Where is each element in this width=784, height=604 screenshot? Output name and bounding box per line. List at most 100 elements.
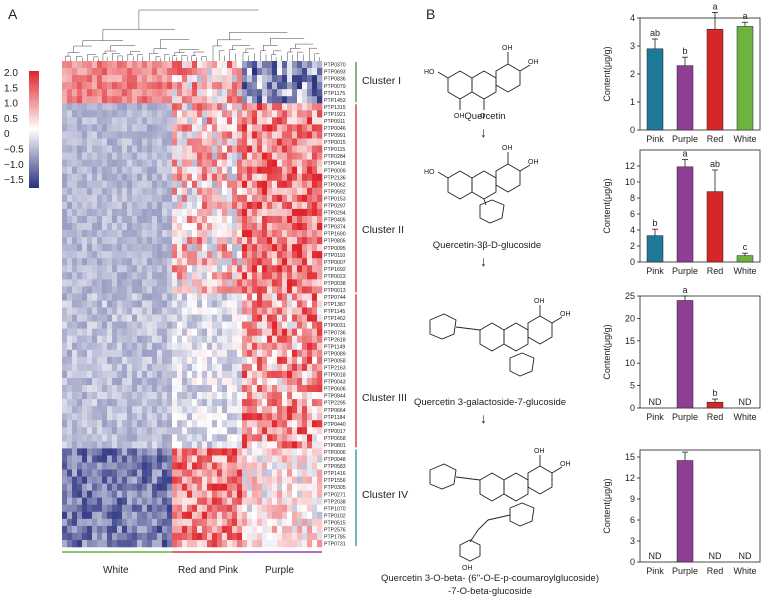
heatmap-cell bbox=[102, 448, 108, 456]
heatmap-cell bbox=[212, 173, 218, 182]
heatmap-cell bbox=[257, 272, 263, 280]
heatmap-cell bbox=[232, 131, 238, 139]
heatmap-cell bbox=[152, 483, 158, 491]
heatmap-cell bbox=[222, 469, 228, 477]
heatmap-cell bbox=[112, 441, 118, 449]
heatmap-cell bbox=[232, 124, 238, 132]
heatmap-cell bbox=[297, 385, 303, 393]
significance-letter: b bbox=[712, 388, 717, 398]
heatmap-cell bbox=[82, 187, 88, 196]
heatmap-cell bbox=[212, 377, 218, 386]
heatmap-cell bbox=[82, 385, 88, 393]
heatmap-cell bbox=[92, 265, 98, 273]
heatmap-cell bbox=[252, 223, 258, 231]
heatmap-cell bbox=[272, 539, 278, 548]
heatmap-cell bbox=[77, 441, 83, 449]
heatmap-cell bbox=[312, 272, 318, 280]
pathway-arrow-3: ↓ bbox=[480, 410, 487, 426]
heatmap-cell bbox=[307, 349, 313, 358]
heatmap-cell bbox=[297, 539, 303, 548]
heatmap-cell bbox=[247, 223, 253, 231]
heatmap-cell bbox=[112, 272, 118, 280]
heatmap-cell bbox=[77, 152, 83, 160]
heatmap-cell bbox=[122, 539, 128, 548]
x-tick-label: White bbox=[733, 566, 756, 576]
heatmap-cell bbox=[72, 420, 78, 428]
heatmap-cell bbox=[132, 399, 138, 407]
heatmap-cell bbox=[167, 525, 173, 534]
heatmap-cell bbox=[262, 307, 268, 315]
heatmap-cell bbox=[87, 145, 93, 153]
heatmap-cell bbox=[137, 61, 143, 69]
heatmap-cell bbox=[177, 504, 183, 513]
heatmap-cell bbox=[157, 490, 163, 498]
heatmap-cell bbox=[247, 525, 253, 534]
heatmap-cell bbox=[127, 258, 133, 266]
heatmap-cell bbox=[317, 342, 323, 351]
heatmap-cell bbox=[252, 300, 258, 308]
heatmap-cell bbox=[62, 201, 68, 210]
heatmap-cell bbox=[232, 279, 238, 287]
heatmap-cell bbox=[302, 413, 308, 421]
heatmap-cell bbox=[107, 525, 113, 534]
bar bbox=[706, 191, 724, 263]
heatmap-cell bbox=[197, 321, 203, 329]
heatmap-cell bbox=[122, 363, 128, 372]
heatmap-cell bbox=[132, 300, 138, 308]
heatmap-cell bbox=[227, 286, 233, 294]
y-tick-label: 20 bbox=[625, 313, 635, 323]
heatmap-cell bbox=[87, 68, 93, 76]
heatmap-cell bbox=[217, 230, 223, 238]
heatmap-cell bbox=[277, 89, 283, 97]
heatmap-cell bbox=[242, 363, 248, 372]
heatmap-cell bbox=[292, 82, 298, 90]
heatmap-cell bbox=[222, 82, 228, 90]
heatmap-cell bbox=[307, 293, 313, 301]
heatmap-cell bbox=[67, 230, 73, 238]
heatmap-cell bbox=[152, 230, 158, 238]
heatmap-cell bbox=[262, 82, 268, 90]
heatmap-cell bbox=[282, 68, 288, 76]
heatmap-cell bbox=[152, 152, 158, 160]
heatmap-cell bbox=[162, 300, 168, 308]
heatmap-cell bbox=[192, 300, 198, 308]
heatmap-cell bbox=[92, 208, 98, 217]
heatmap-cell bbox=[217, 117, 223, 125]
heatmap-cell bbox=[87, 321, 93, 329]
heatmap-cell bbox=[312, 187, 318, 196]
heatmap-cell bbox=[92, 180, 98, 189]
heatmap-cell bbox=[242, 420, 248, 428]
heatmap-cell bbox=[202, 392, 208, 400]
heatmap-cell bbox=[82, 413, 88, 421]
heatmap-cell bbox=[82, 180, 88, 189]
heatmap-cell bbox=[277, 413, 283, 421]
heatmap-cell bbox=[272, 286, 278, 294]
heatmap-cell bbox=[227, 279, 233, 287]
heatmap-cell bbox=[132, 349, 138, 358]
heatmap-cell bbox=[107, 138, 113, 146]
heatmap-cell bbox=[132, 455, 138, 463]
heatmap-cell bbox=[152, 539, 158, 548]
heatmap-cell bbox=[77, 286, 83, 294]
heatmap-cell bbox=[292, 152, 298, 160]
heatmap-cell bbox=[137, 406, 143, 414]
heatmap-cell bbox=[262, 194, 268, 203]
heatmap-cell bbox=[247, 159, 253, 167]
heatmap-cell bbox=[267, 511, 273, 520]
heatmap-cell bbox=[277, 166, 283, 174]
heatmap-cell bbox=[122, 215, 128, 224]
heatmap-cell bbox=[92, 363, 98, 372]
heatmap-cell bbox=[97, 539, 103, 548]
heatmap-cell bbox=[167, 469, 173, 477]
bar-chart-panel: 01234Content(μg/g)abPinkbPurpleaRedaWhit… bbox=[602, 1, 761, 144]
column-dendrogram bbox=[65, 9, 320, 61]
heatmap-cell bbox=[202, 138, 208, 146]
heatmap-cell bbox=[227, 392, 233, 400]
heatmap-cell bbox=[252, 103, 258, 111]
heatmap-cell bbox=[207, 103, 213, 111]
heatmap-cell bbox=[312, 258, 318, 266]
heatmap-cell bbox=[222, 525, 228, 534]
heatmap-cell bbox=[187, 539, 193, 548]
heatmap-cell bbox=[62, 82, 68, 90]
